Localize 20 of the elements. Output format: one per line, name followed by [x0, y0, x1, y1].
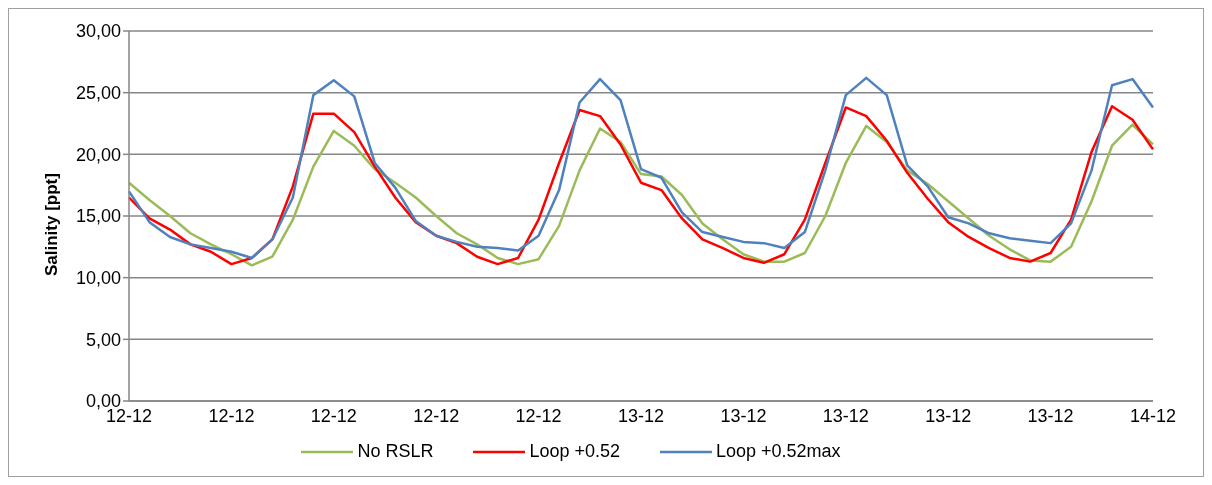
x-tick-label: 12-12: [310, 405, 357, 426]
x-tick-label: 12-12: [515, 405, 562, 426]
y-axis-title: Salinity [ppt]: [42, 173, 62, 276]
x-tick-label: 13-12: [1027, 405, 1074, 426]
y-tick-label: 25,00: [75, 83, 121, 104]
x-tick-label: 14-12: [1129, 405, 1177, 426]
legend-label: Loop +0.52max: [716, 441, 841, 462]
x-tick-label: 12-12: [413, 405, 460, 426]
x-tick-label: 13-12: [617, 405, 665, 426]
x-tick-label: 13-12: [822, 405, 869, 426]
legend-label: Loop +0.52: [529, 441, 621, 462]
x-tick-label: 12-12: [208, 405, 255, 426]
y-tick-label: 15,00: [75, 206, 121, 227]
y-tick-label: 20,00: [75, 144, 121, 165]
legend-label: No RSLR: [357, 441, 434, 462]
y-tick-label: 5,00: [85, 329, 121, 350]
y-tick-label: 30,00: [75, 21, 121, 42]
x-tick-label: 13-12: [720, 405, 767, 426]
y-tick-label: 10,00: [75, 268, 121, 289]
x-tick-label: 13-12: [925, 405, 972, 426]
